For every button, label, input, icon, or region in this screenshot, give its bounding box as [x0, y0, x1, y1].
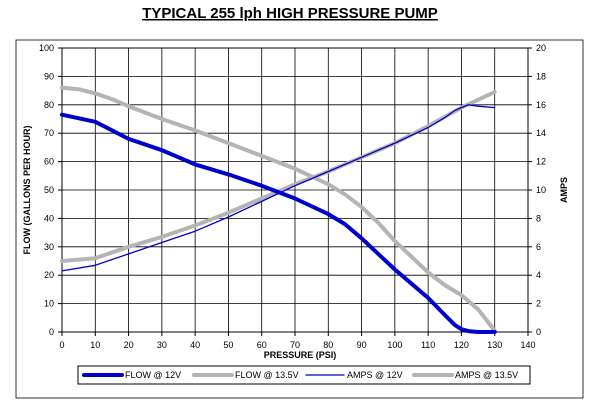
y2-tick-label: 16 [536, 100, 546, 110]
x-tick-label: 70 [290, 340, 300, 350]
series-lines [60, 85, 497, 334]
series-line-1 [60, 85, 497, 333]
x-tick-label: 110 [421, 340, 435, 350]
y-axis-ticks: 0 10 20 30 40 50 60 70 80 90 100 [39, 43, 62, 337]
x-tick-label: 30 [157, 340, 167, 350]
y-tick-label: 70 [44, 128, 54, 138]
x-tick-label: 40 [190, 340, 200, 350]
chart-title: TYPICAL 255 lph HIGH PRESSURE PUMP [142, 5, 438, 22]
legend-label-1: FLOW @ 13.5V [235, 370, 299, 380]
y2-tick-label: 18 [536, 71, 546, 81]
y-tick-label: 90 [44, 71, 54, 81]
x-axis-ticks: 0 10 20 30 40 50 60 70 80 90 100 110 120 130 140 [59, 332, 536, 350]
y-tick-label: 0 [49, 327, 54, 337]
x-tick-label: 100 [387, 340, 402, 350]
x-axis-label: PRESSURE (PSI) [264, 350, 337, 360]
gridlines [62, 48, 528, 332]
legend-label-0: FLOW @ 12V [125, 370, 181, 380]
y2-tick-label: 20 [536, 43, 546, 53]
legend-box [77, 365, 531, 385]
y-tick-label: 50 [44, 185, 54, 195]
x-tick-label: 50 [223, 340, 233, 350]
x-tick-label: 130 [487, 340, 502, 350]
x-tick-label: 80 [323, 340, 333, 350]
x-tick-label: 140 [520, 340, 535, 350]
y2-tick-label: 2 [536, 299, 541, 309]
y2-tick-label: 6 [536, 242, 541, 252]
y2-tick-label: 0 [536, 327, 541, 337]
x-tick-label: 120 [454, 340, 469, 350]
y-tick-label: 10 [44, 299, 54, 309]
y-tick-label: 60 [44, 157, 54, 167]
x-tick-label: 10 [90, 340, 100, 350]
y2-tick-label: 12 [536, 157, 546, 167]
legend-label-2: AMPS @ 12V [347, 370, 403, 380]
y2-axis-label: AMPS [559, 177, 569, 203]
series-line-0 [60, 112, 497, 334]
y2-tick-label: 10 [536, 185, 546, 195]
y-tick-label: 20 [44, 270, 54, 280]
legend-label-3: AMPS @ 13.5V [455, 370, 518, 380]
y2-tick-label: 8 [536, 213, 541, 223]
y2-tick-label: 14 [536, 128, 546, 138]
chart-area-border [15, 39, 584, 399]
x-tick-label: 20 [124, 340, 134, 350]
y2-axis-ticks: 0 2 4 6 8 10 12 14 16 18 20 [528, 43, 546, 337]
y-tick-label: 40 [44, 213, 54, 223]
x-tick-label: 0 [59, 340, 64, 350]
y-tick-label: 30 [44, 242, 54, 252]
y-tick-label: 80 [44, 100, 54, 110]
series-line-2 [61, 104, 496, 272]
series-line-3 [60, 90, 497, 263]
x-tick-label: 60 [257, 340, 267, 350]
legend: FLOW @ 12V FLOW @ 13.5V AMPS @ 12V AMPS @ 1… [82, 370, 518, 380]
y2-tick-label: 4 [536, 270, 541, 280]
y-tick-label: 100 [39, 43, 54, 53]
y-axis-label: FLOW (GALLONS PER HOUR) [22, 126, 32, 255]
x-tick-label: 90 [357, 340, 367, 350]
